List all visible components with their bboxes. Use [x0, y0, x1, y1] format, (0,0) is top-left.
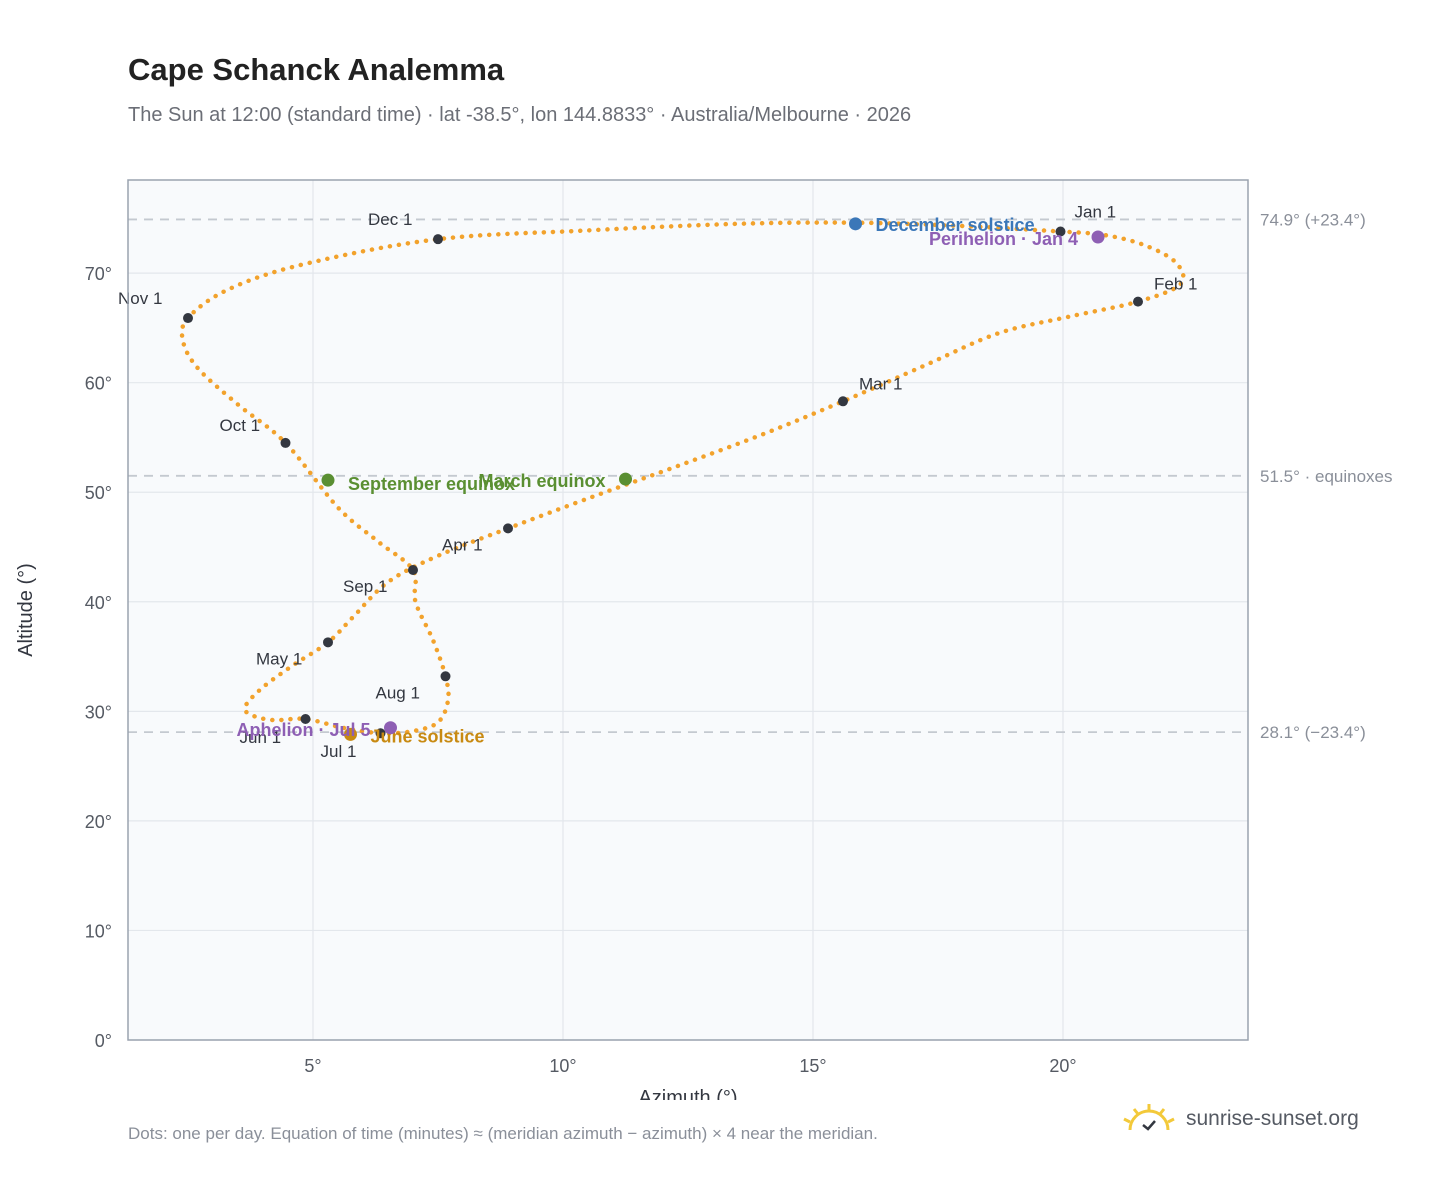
y-tick-label: 30°: [85, 702, 112, 722]
event-marker: [321, 473, 335, 487]
footnote: Dots: one per day. Equation of time (min…: [128, 1124, 878, 1143]
x-tick-label: 10°: [549, 1056, 576, 1076]
month-label: Mar 1: [859, 374, 902, 393]
event-marker: [384, 721, 397, 735]
month-label: Jan 1: [1075, 202, 1117, 221]
month-label: Oct 1: [220, 416, 261, 435]
page-subtitle: The Sun at 12:00 (standard time) · lat -…: [128, 104, 912, 126]
y-tick-label: 0°: [95, 1031, 112, 1051]
month-marker: [375, 728, 386, 739]
y-tick-label: 10°: [85, 921, 112, 941]
month-label: Sep 1: [343, 577, 387, 596]
event-label: June solstice: [371, 726, 485, 746]
event-label: September equinox: [348, 474, 515, 494]
event-marker: [849, 217, 862, 231]
event-marker: [1091, 230, 1105, 244]
reference-line-label: 51.5° · equinoxes: [1260, 467, 1393, 486]
plot-border: [127, 179, 1249, 1041]
month-label: May 1: [256, 649, 302, 668]
plot-area: [128, 180, 1248, 1040]
axis-ticks: 0° 10° 20° 30° 40° 50° 60° 70° 5° 10° 15° 20°: [85, 264, 1077, 1076]
month-marker: [300, 714, 311, 725]
month-label: Jul 1: [321, 742, 357, 761]
month-marker: [183, 313, 193, 324]
month-label: Aug 1: [376, 683, 420, 702]
x-tick-label: 15°: [799, 1056, 826, 1076]
month-label: Dec 1: [368, 210, 412, 229]
event-label: December solstice: [876, 215, 1035, 235]
x-tick-label: 5°: [304, 1056, 321, 1076]
month-label: Apr 1: [442, 535, 483, 554]
x-axis-label: Azimuth (°): [638, 1087, 737, 1100]
month-markers: Jan 1 Feb 1 Mar 1 Apr 1 May 1 Jun 1 Jul 1 Aug 1…: [118, 202, 1197, 761]
daily-dots-path: [179, 220, 1186, 736]
y-tick-label: 70°: [85, 264, 112, 284]
month-marker: [323, 637, 333, 648]
analemma-path: [179, 220, 1186, 736]
y-tick-label: 40°: [85, 593, 112, 613]
event-marker: [619, 472, 632, 486]
y-tick-label: 20°: [85, 812, 112, 832]
event-label: Aphelion · Jul 5: [236, 720, 370, 740]
brand[interactable]: sunrise-sunset.org: [1122, 1104, 1359, 1134]
month-label: Jun 1: [240, 728, 282, 747]
month-marker: [503, 523, 513, 534]
month-marker: [440, 671, 451, 682]
month-marker: [1055, 226, 1066, 237]
y-axis-label: Altitude (°): [15, 563, 37, 657]
reference-line-label: 74.9° (+23.4°): [1260, 210, 1366, 229]
event-label: March equinox: [478, 471, 605, 491]
month-label: Nov 1: [118, 289, 162, 308]
y-tick-label: 50°: [85, 483, 112, 503]
brand-name[interactable]: sunrise-sunset.org: [1186, 1107, 1359, 1130]
month-marker: [433, 234, 443, 245]
event-label: Perihelion · Jan 4: [929, 229, 1078, 249]
reference-line-label: 28.1° (−23.4°): [1260, 723, 1366, 742]
analemma-chart: 74.9° (+23.4°) 51.5° · equinoxes 28.1° (−2…: [15, 179, 1393, 1100]
month-marker: [838, 396, 848, 407]
y-tick-label: 60°: [85, 374, 112, 394]
month-marker: [408, 565, 418, 576]
event-marker: [344, 727, 357, 741]
reference-lines: 74.9° (+23.4°) 51.5° · equinoxes 28.1° (−2…: [128, 210, 1393, 742]
sun-icon: [1123, 1104, 1175, 1131]
month-marker: [1133, 296, 1143, 307]
month-marker: [280, 437, 291, 448]
page-title: Cape Schanck Analemma: [128, 52, 505, 87]
x-tick-label: 20°: [1049, 1056, 1076, 1076]
month-label: Feb 1: [1154, 275, 1197, 294]
